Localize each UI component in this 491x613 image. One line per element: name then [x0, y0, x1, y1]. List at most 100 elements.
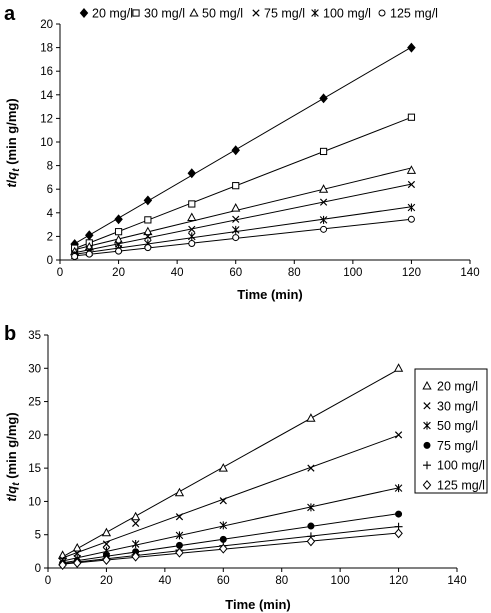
panel-b-legend-marker: [422, 380, 432, 390]
panel-b-series-4-point: [219, 535, 227, 543]
panel-a-series-6-point: [188, 239, 196, 247]
panel-a-series-3-point: [143, 226, 153, 236]
panel-b-series-3-fit-line: [62, 487, 399, 562]
panel-b-series-6-point: [175, 547, 184, 558]
panel-a-legend-label: 30 mg/l: [144, 7, 185, 21]
panel-a-legend-marker: [311, 9, 319, 17]
panel-a-legend-marker: [132, 9, 140, 17]
panel-b-series-3-point: [131, 540, 140, 549]
panel-b-x-tick-label: 40: [158, 575, 171, 587]
panel-a-letter: a: [4, 3, 16, 25]
panel-a-legend-label: 75 mg/l: [264, 7, 305, 21]
panel-b-series-3-point: [175, 531, 184, 540]
panel-b-legend-label: 20 mg/l: [437, 380, 478, 394]
panel-b-legend-item: 125 mg/l: [422, 479, 485, 493]
panel-a-series-2-fit-line: [74, 116, 412, 250]
panel-b-series-6-point: [131, 551, 140, 562]
panel-b-y-tick-label: 35: [28, 330, 41, 342]
panel-b-series-6-point: [219, 543, 228, 554]
panel-b-series-6-point: [72, 558, 82, 568]
panel-b-x-tick-label: 100: [331, 575, 350, 587]
panel-b-x-tick-label: 120: [389, 575, 408, 587]
panel-a-series-4-point: [144, 232, 152, 241]
panel-a-y-tick-label: 0: [47, 255, 53, 267]
panel-a-y-tick-label: 4: [47, 208, 54, 220]
panel-b-series-6: [58, 528, 403, 570]
panel-b-series-2-point: [102, 540, 111, 548]
panel-b-legend-item: 100 mg/l: [423, 459, 485, 473]
panel-a-series-4-fit-line: [74, 183, 412, 254]
panel-b-series-4-fit-line: [62, 513, 399, 564]
panel-b-legend-label: 75 mg/l: [437, 439, 478, 453]
panel-a-series-5-fit-line: [74, 206, 412, 255]
panel-a-series-6-fit-line: [74, 218, 412, 257]
panel-b-x-tick-label: 80: [275, 575, 288, 587]
panel-a-legend-marker: [252, 9, 260, 17]
panel-b-legend-marker: [423, 441, 431, 449]
panel-b-series-1: [57, 363, 404, 559]
panel-a-legend-item: 125 mg/l: [378, 7, 438, 21]
panel-a-series-6-point: [144, 244, 152, 252]
panel-b-series-2: [58, 431, 403, 563]
panel-a-series-4-point: [232, 215, 240, 223]
panel-a-y-tick-label: 8: [47, 161, 53, 173]
panel-b-series-2-point: [394, 431, 403, 439]
panel-b-y-tick-label: 30: [28, 363, 41, 375]
panel-a-x-tick-label: 80: [288, 267, 301, 279]
panel-a-series-1-point: [143, 195, 153, 206]
panel-a-series-3-point: [113, 234, 124, 244]
panel-b-y-label-slash: /: [4, 493, 19, 497]
panel-a-x-tick-label: 40: [171, 267, 184, 279]
panel-a-series-3-point: [318, 184, 329, 193]
panel-a-series-1-point: [319, 93, 328, 104]
panel-a-series-3-point: [406, 165, 417, 174]
panel-b-legend-item: 50 mg/l: [423, 419, 478, 433]
panel-a-series-2-point: [407, 113, 416, 121]
panel-b-series-6-point: [58, 560, 67, 570]
panel-a-series-6-point: [115, 247, 123, 255]
panel-b-series-6-point: [102, 555, 111, 565]
panel-b-x-axis-label: Time (min): [225, 597, 291, 612]
panel-b-y-tick-label: 15: [28, 463, 41, 475]
panel-a-x-tick-label: 0: [57, 267, 63, 279]
panel-b-series-4-point: [395, 510, 403, 518]
panel-b-y-axis-label: t/qt (min g/mg): [4, 412, 22, 501]
panel-a-series-4-point: [407, 180, 416, 189]
panel-b-legend-marker: [423, 421, 431, 430]
panel-a-legend-marker: [189, 7, 199, 17]
panel-b-y-tick-label: 25: [28, 397, 41, 409]
panel-b-series-1-point: [131, 511, 141, 521]
panel-b-legend-label: 50 mg/l: [437, 419, 478, 433]
panel-b-legend-label: 125 mg/l: [437, 479, 485, 493]
panel-a-series-5-point: [231, 225, 240, 234]
panel-a-series-1: [70, 42, 416, 250]
panel-a-y-label-sub-t: t: [11, 168, 22, 172]
panel-b-series-3-point: [219, 521, 228, 530]
panel-a-x-tick-label: 140: [460, 267, 479, 279]
panel-a-y-tick-label: 10: [40, 137, 53, 149]
panel-a-y-label-q: q: [4, 172, 19, 180]
panel-b-series-1-point: [393, 363, 404, 372]
panel-a-legend-item: 75 mg/l: [252, 7, 305, 21]
panel-a-series-6-point: [71, 252, 79, 260]
panel-b-series-1-point: [101, 527, 112, 537]
panel-a-y-label-t: t: [4, 183, 19, 188]
panel-b-series-3-point: [307, 503, 315, 512]
panel-b-y-label-units: (min g/mg): [4, 412, 19, 482]
panel-b-series-6-fit-line: [62, 532, 399, 565]
chart-panel-a: a 20 mg/l 30 mg/l 50 mg/l 75 mg/l 100 mg/l 12…: [4, 3, 480, 302]
panel-b-series-6-point: [306, 536, 316, 547]
panel-a-series-2-point: [232, 182, 240, 190]
panel-a-series-1-point: [231, 145, 240, 156]
panel-a-y-axis-label: t/qt (min g/mg): [4, 98, 22, 187]
panel-b-legend-marker: [423, 402, 431, 410]
panel-a-series-1-point: [85, 230, 94, 241]
panel-b-letter: b: [4, 323, 16, 345]
panel-a-legend-item: 20 mg/l: [79, 7, 133, 21]
panel-b-legend-item: 75 mg/l: [423, 439, 478, 453]
panel-b-y-tick-label: 10: [28, 496, 41, 508]
panel-a-series-4-point: [188, 225, 196, 233]
panel-b-series-1-point: [218, 463, 228, 472]
panel-a-series-1-point: [187, 168, 197, 179]
